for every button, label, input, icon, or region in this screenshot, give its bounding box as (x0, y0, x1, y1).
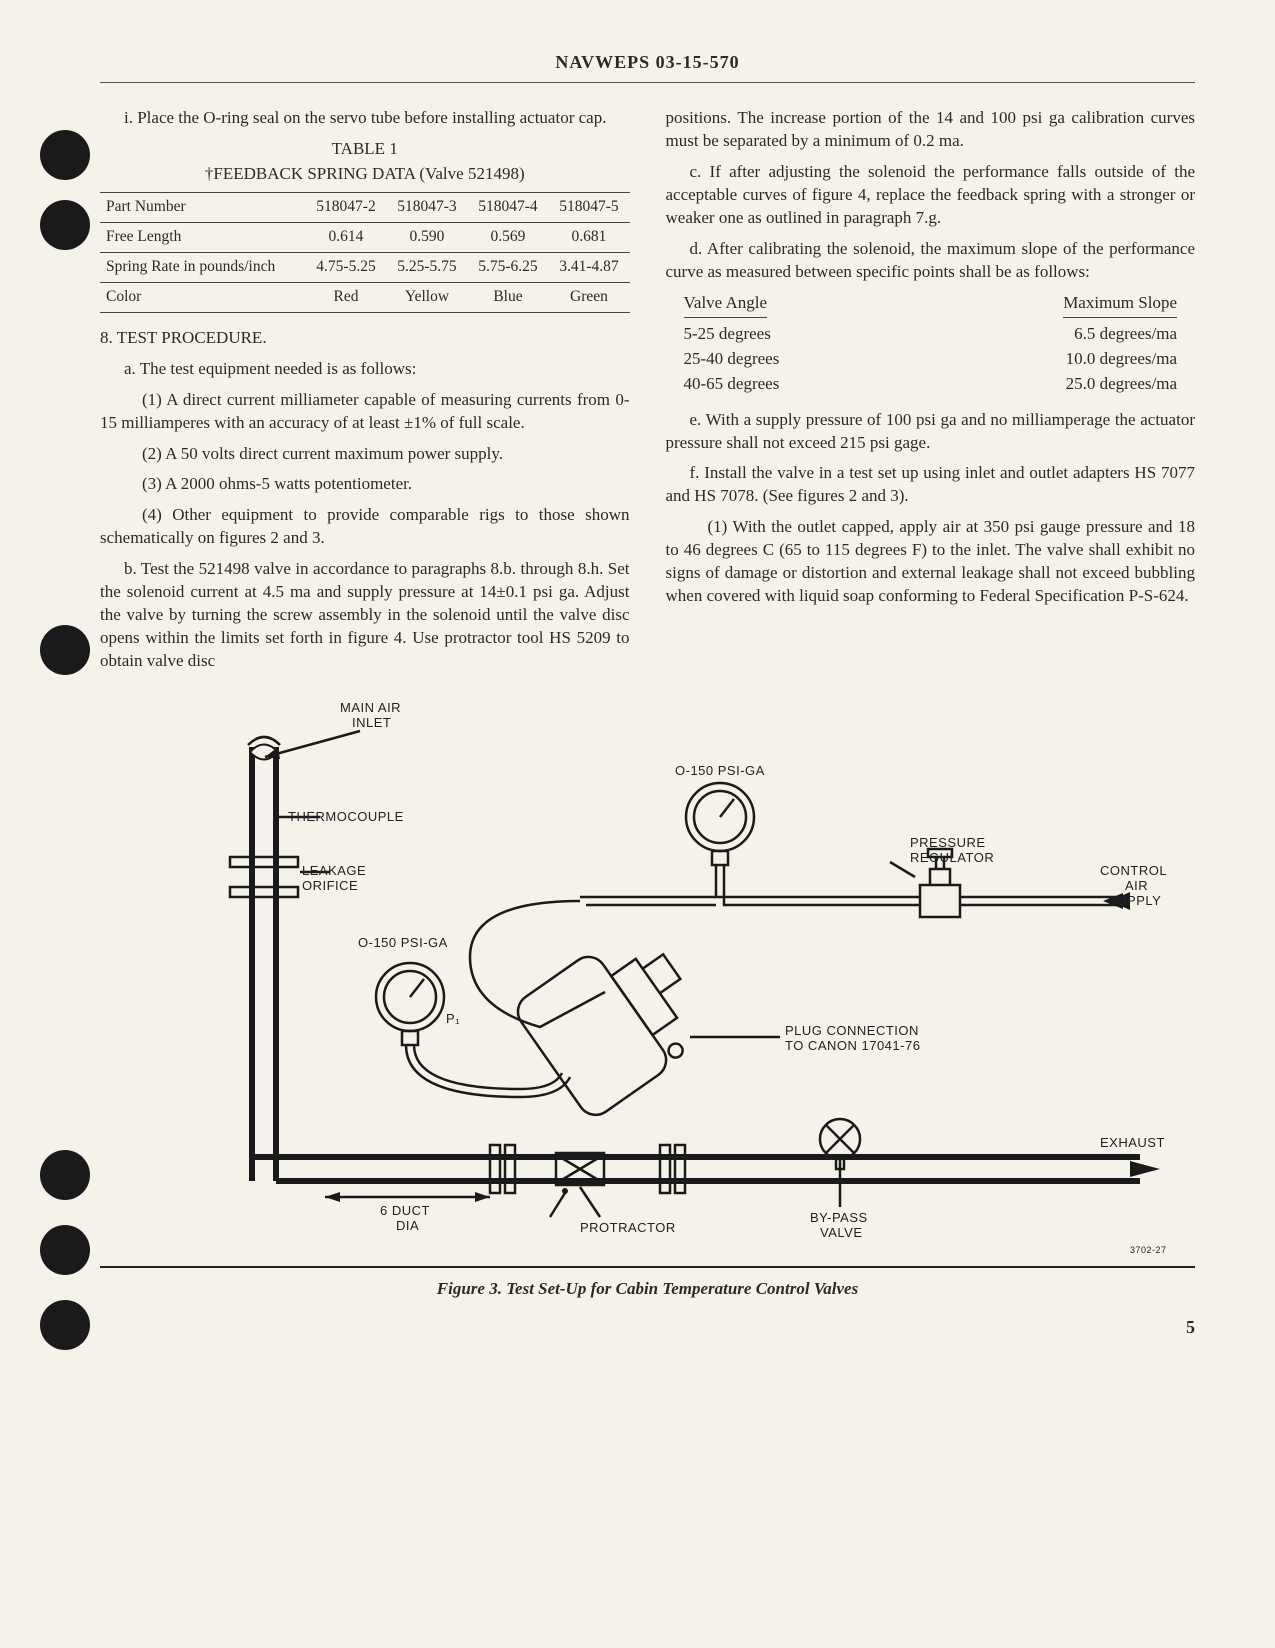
svg-text:TO CANON 17041-76: TO CANON 17041-76 (785, 1038, 920, 1053)
para-8d: d. After calibrating the solenoid, the m… (666, 238, 1196, 284)
test-setup-diagram: MAIN AIR INLET THERMOCOUPLE LEAKAGE ORIF… (100, 697, 1195, 1257)
slope-table: Valve Angle 5-25 degrees 25-40 degrees 4… (666, 292, 1196, 397)
table-row: Color Red Yellow Blue Green (100, 282, 630, 312)
svg-text:AIR: AIR (1125, 878, 1148, 893)
page-number: 5 (100, 1315, 1195, 1339)
para-8e: e. With a supply pressure of 100 psi ga … (666, 409, 1196, 455)
label-control-air: CONTROL (1100, 863, 1167, 878)
para-8f1: (1) With the outlet capped, apply air at… (666, 516, 1196, 608)
para-8a: a. The test equipment needed is as follo… (100, 358, 630, 381)
svg-text:VALVE: VALVE (820, 1225, 862, 1240)
para-8b-cont: positions. The increase portion of the 1… (666, 107, 1196, 153)
para-8a4: (4) Other equipment to provide comparabl… (100, 504, 630, 550)
label-bypass: BY-PASS (810, 1210, 868, 1225)
label-leakage: LEAKAGE (302, 863, 366, 878)
figure-caption: Figure 3. Test Set-Up for Cabin Temperat… (100, 1278, 1195, 1301)
section-8-head: 8. TEST PROCEDURE. (100, 327, 630, 350)
label-gauge1: O-150 PSI-GA (358, 935, 448, 950)
svg-text:INLET: INLET (352, 715, 391, 730)
figure-ref: 3702-27 (1130, 1245, 1167, 1255)
label-duct: 6 DUCT (380, 1203, 430, 1218)
document-header: NAVWEPS 03-15-570 (100, 50, 1195, 83)
table-row: Part Number 518047-2 518047-3 518047-4 5… (100, 193, 630, 223)
label-gauge2: O-150 PSI-GA (675, 763, 765, 778)
svg-text:ORIFICE: ORIFICE (302, 878, 358, 893)
svg-text:DIA: DIA (396, 1218, 419, 1233)
para-8c: c. If after adjusting the solenoid the p… (666, 161, 1196, 230)
para-8a2: (2) A 50 volts direct current maximum po… (100, 443, 630, 466)
table1-caption: †FEEDBACK SPRING DATA (Valve 521498) (100, 163, 630, 186)
figure-3: MAIN AIR INLET THERMOCOUPLE LEAKAGE ORIF… (100, 697, 1195, 1268)
table1: Part Number 518047-2 518047-3 518047-4 5… (100, 192, 630, 313)
para-8a3: (3) A 2000 ohms-5 watts potentiometer. (100, 473, 630, 496)
slope-head1: Valve Angle (684, 292, 768, 318)
label-protractor: PROTRACTOR (580, 1220, 676, 1235)
table-row: Spring Rate in pounds/inch 4.75-5.25 5.2… (100, 252, 630, 282)
table-row: Free Length 0.614 0.590 0.569 0.681 (100, 223, 630, 253)
para-i: i. Place the O-ring seal on the servo tu… (100, 107, 630, 130)
para-8b: b. Test the 521498 valve in accordance t… (100, 558, 630, 673)
right-column: positions. The increase portion of the 1… (666, 107, 1196, 681)
label-pressure-reg: PRESSURE (910, 835, 986, 850)
label-p1: P₁ (446, 1011, 460, 1026)
para-8f: f. Install the valve in a test set up us… (666, 462, 1196, 508)
left-column: i. Place the O-ring seal on the servo tu… (100, 107, 630, 681)
svg-text:REGULATOR: REGULATOR (910, 850, 994, 865)
slope-head2: Maximum Slope (1063, 292, 1177, 318)
para-8a1: (1) A direct current milliameter capable… (100, 389, 630, 435)
label-exhaust: EXHAUST (1100, 1135, 1165, 1150)
label-main-air: MAIN AIR (340, 700, 401, 715)
table1-title: TABLE 1 (100, 138, 630, 161)
svg-text:SUPPLY: SUPPLY (1108, 893, 1161, 908)
label-plug: PLUG CONNECTION (785, 1023, 919, 1038)
label-thermocouple: THERMOCOUPLE (288, 809, 404, 824)
